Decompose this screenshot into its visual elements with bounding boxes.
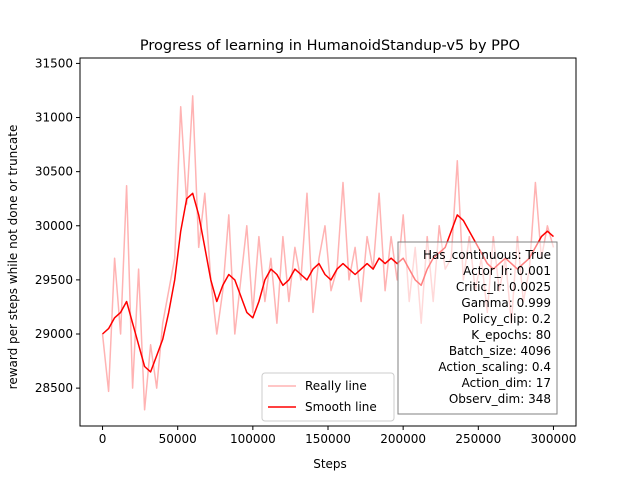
x-tick-label: 250000 [455,432,501,446]
info-line-policy-clip: Policy_clip: 0.2 [463,312,551,326]
x-tick-label: 150000 [305,432,351,446]
info-box: Has_continuous: True Actor_lr: 0.001 Cri… [397,241,558,415]
y-tick-label: 29500 [35,273,73,287]
y-tick-label: 28500 [35,381,73,395]
info-line-action-dim: Action_dim: 17 [462,376,551,390]
info-line-action-scaling: Action_scaling: 0.4 [438,360,551,374]
info-line-batch-size: Batch_size: 4096 [449,344,551,358]
legend-frame [261,372,395,422]
y-tick-label: 30500 [35,165,73,179]
x-tick-label: 50000 [159,432,197,446]
legend: Really line Smooth line [261,372,395,422]
y-axis-label: reward per steps while not done or trunc… [6,125,20,390]
info-line-observ-dim: Observ_dim: 348 [449,392,551,406]
info-line-k-epochs: K_epochs: 80 [471,328,551,342]
info-box-frame [397,241,558,415]
x-tick-label: 200000 [380,432,426,446]
legend-label-smooth-line: Smooth line [305,400,377,414]
info-line-gamma: Gamma: 0.999 [461,296,551,310]
legend-label-really-line: Really line [305,379,367,393]
info-line-has-continuous: Has_continuous: True [423,248,551,262]
x-axis-label: Steps [313,457,347,471]
y-tick-label: 29000 [35,327,73,341]
info-line-actor-lr: Actor_lr: 0.001 [463,264,551,278]
info-line-critic-lr: Critic_lr: 0.0025 [456,280,551,294]
plot-frame [79,57,577,427]
y-tick-label: 30000 [35,219,73,233]
x-tick-label: 0 [99,432,107,446]
x-tick-label: 300000 [531,432,577,446]
x-tick-label: 100000 [230,432,276,446]
y-axis-ticks: 28500 29000 29500 30000 30500 31000 31500 [35,56,80,395]
y-tick-label: 31500 [35,56,73,70]
chart-title: Progress of learning in HumanoidStandup-… [140,38,520,54]
x-axis-ticks: 0 50000 100000 150000 200000 250000 300000 [99,426,577,446]
y-tick-label: 31000 [35,111,73,125]
